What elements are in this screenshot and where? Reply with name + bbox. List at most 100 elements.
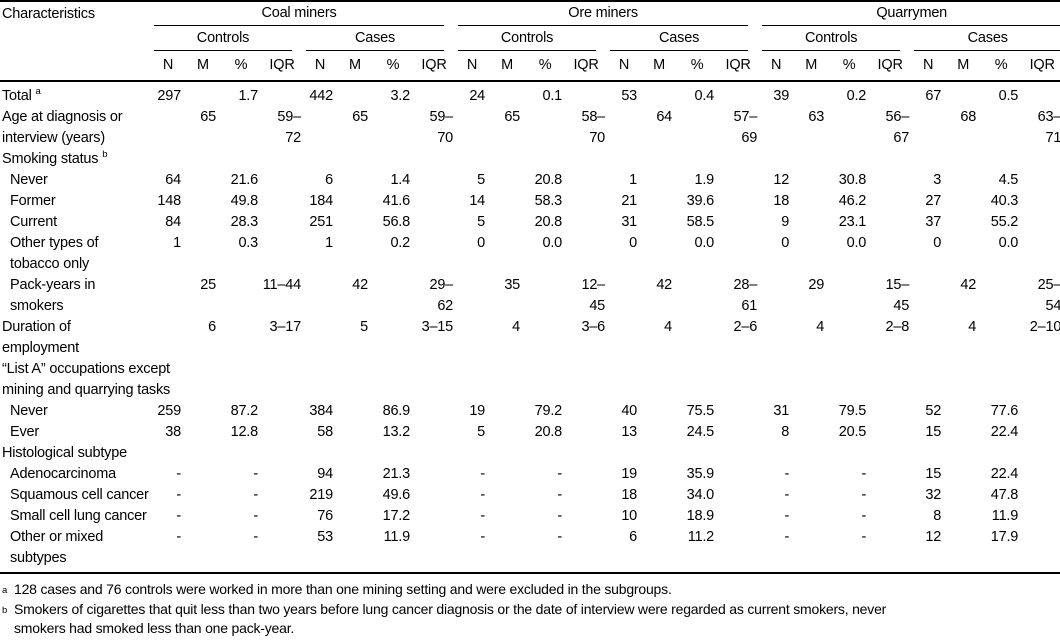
cell-m	[490, 401, 524, 422]
cell-pct: -	[253, 487, 258, 503]
cell-pct: 40.3	[990, 193, 1019, 209]
cell-pct: -	[557, 466, 563, 482]
cell-n: -	[176, 487, 181, 503]
row-label: Ever	[10, 424, 40, 440]
cell-m	[794, 506, 828, 527]
cell-n	[454, 107, 490, 149]
table-row: Pack-years in smokers 25 11–44 42 29–62 35 12–…	[0, 275, 1060, 317]
col-header-iqr: IQR	[1022, 51, 1060, 82]
col-header-iqr: IQR	[718, 51, 759, 82]
cell-n: 67	[925, 88, 942, 104]
cell-pct	[220, 275, 262, 317]
cell-pct: 0.0	[542, 235, 563, 251]
cell-pct	[676, 317, 718, 359]
col-header-m: M	[642, 51, 677, 82]
cell-m	[338, 422, 372, 443]
cell-iqr	[566, 464, 606, 485]
cell-pct: 12.8	[230, 424, 259, 440]
cell-iqr	[718, 422, 758, 443]
col-header-n: N	[302, 51, 338, 82]
cell-m	[186, 233, 220, 275]
cell-m	[338, 464, 372, 485]
cell-iqr	[870, 81, 910, 107]
cell-pct	[980, 107, 1022, 149]
col-header-m: M	[490, 51, 525, 82]
cell-n: -	[480, 487, 486, 503]
cell-m	[794, 233, 828, 275]
cell-pct: 77.6	[990, 403, 1019, 419]
cell-n	[454, 275, 490, 317]
cell-pct: 39.6	[686, 193, 715, 209]
col-header-m: M	[186, 51, 220, 82]
cell-n: 8	[933, 508, 942, 524]
cell-iqr	[718, 464, 758, 485]
cell-m	[794, 401, 828, 422]
cell-m	[338, 401, 372, 422]
cell-n: 13	[621, 424, 638, 440]
cell-m	[642, 506, 676, 527]
cell-pct: 17.9	[990, 529, 1019, 545]
col-header-pct: %	[220, 51, 262, 82]
cell-n: 12	[773, 172, 790, 188]
cell-n	[910, 107, 946, 149]
table-row: Never 259 87.2 384 86.9 19 79.2 40 75.5 31 79.5 52 7…	[0, 401, 1060, 422]
cell-pct: -	[557, 508, 563, 524]
cell-n: 0	[477, 235, 486, 251]
cell-m	[946, 81, 980, 107]
cell-iqr: 12–45	[581, 277, 606, 314]
group-label: Quarrymen	[762, 2, 1060, 26]
cell-n: 259	[157, 403, 181, 419]
cell-n: 0	[933, 235, 942, 251]
cell-pct: 56.8	[382, 214, 411, 230]
cell-n: 0	[629, 235, 638, 251]
cell-n: 251	[309, 214, 333, 230]
cell-iqr	[414, 422, 454, 443]
cell-iqr	[566, 527, 606, 569]
cell-iqr	[566, 212, 606, 233]
col-header-iqr: IQR	[870, 51, 911, 82]
cell-iqr	[718, 485, 758, 506]
cell-n: -	[176, 466, 181, 482]
cell-m: 64	[656, 109, 673, 125]
cell-iqr	[870, 422, 910, 443]
cell-n: 19	[621, 466, 638, 482]
cell-pct: 0.0	[694, 235, 715, 251]
cell-pct	[980, 317, 1022, 359]
cell-pct: 46.2	[838, 193, 867, 209]
col-header-m: M	[338, 51, 372, 82]
subgroup-label: Cases	[610, 26, 749, 51]
cell-pct: 0.0	[846, 235, 867, 251]
cell-iqr	[870, 170, 910, 191]
footnote-marker: b	[102, 149, 108, 161]
cell-pct: 22.4	[990, 424, 1019, 440]
cell-m	[490, 170, 524, 191]
cell-m: 68	[960, 109, 977, 125]
cell-pct	[828, 275, 870, 317]
cell-pct: 58.5	[686, 214, 715, 230]
cell-iqr: 3–6	[581, 319, 606, 335]
cell-pct: 13.2	[382, 424, 411, 440]
row-label: Squamous cell cancer	[10, 487, 149, 503]
cell-m	[490, 81, 524, 107]
cell-n: 3	[933, 172, 942, 188]
cell-pct: 21.3	[382, 466, 411, 482]
cell-m	[186, 485, 220, 506]
cell-m	[642, 464, 676, 485]
footnote-a-marker: a	[2, 585, 8, 596]
cell-n: 38	[165, 424, 181, 440]
col-header-m: M	[946, 51, 981, 82]
cell-m: 4	[816, 319, 825, 335]
cell-m	[338, 527, 372, 569]
footnotes: a 128 cases and 76 controls were worked …	[0, 572, 1060, 643]
cell-m	[946, 422, 980, 443]
cell-iqr	[1022, 527, 1060, 569]
cell-m: 65	[200, 109, 216, 125]
cell-pct: 0.3	[238, 235, 258, 251]
cell-m	[642, 401, 676, 422]
cell-iqr	[414, 401, 454, 422]
cell-pct	[828, 107, 870, 149]
cell-n: 84	[165, 214, 181, 230]
cell-pct: 0.0	[998, 235, 1019, 251]
cell-iqr	[870, 464, 910, 485]
